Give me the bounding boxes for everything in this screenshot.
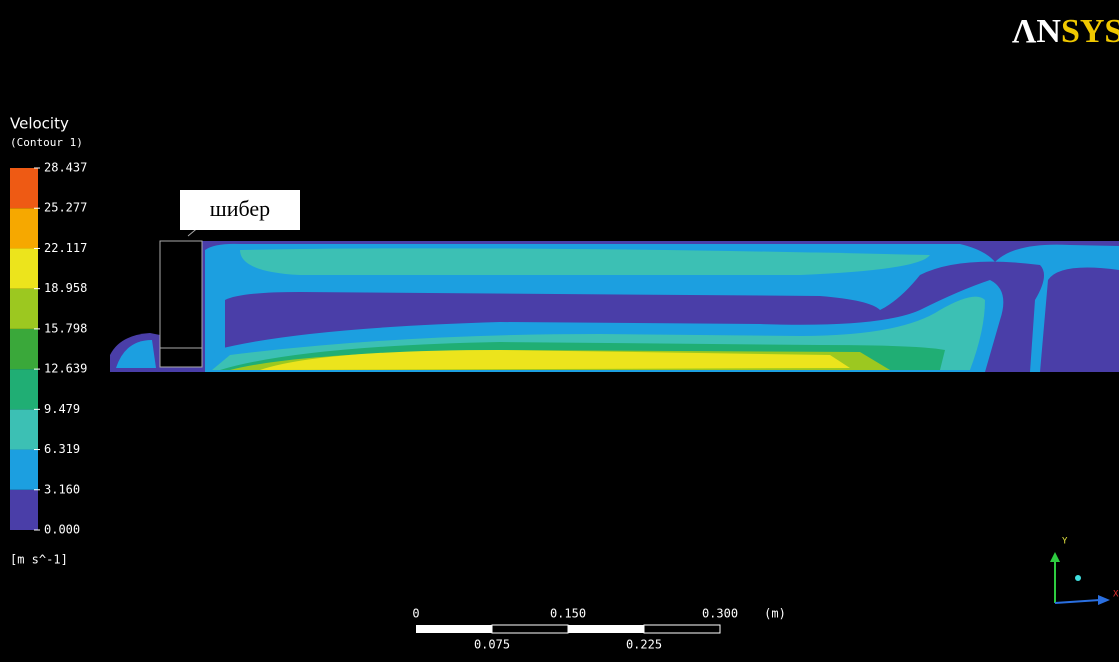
legend-subtitle: (Contour 1) — [10, 136, 83, 149]
z-axis — [1075, 575, 1081, 581]
legend-band — [10, 168, 38, 208]
logo-part: ΛN — [1012, 13, 1061, 50]
scale-label: 0 — [412, 607, 419, 621]
scale-label: 0.150 — [550, 607, 586, 621]
legend-label: 25.277 — [44, 201, 87, 215]
axis-label: X — [1113, 590, 1119, 600]
legend-band — [10, 450, 38, 490]
legend-label: 22.117 — [44, 241, 87, 255]
legend-label: 0.000 — [44, 523, 80, 537]
legend-band — [10, 369, 38, 409]
contour-field — [110, 226, 1119, 372]
scale-label: 0.075 — [474, 638, 510, 652]
annotation: шибер — [210, 196, 270, 221]
scale-unit: (m) — [764, 607, 786, 621]
legend-label: 6.319 — [44, 442, 80, 456]
legend-band — [10, 409, 38, 449]
legend-label: 18.958 — [44, 281, 87, 295]
legend-band — [10, 329, 38, 369]
cfd-view: ΛNSYS Velocity (Contour 1) 0.000 3.160 6.3… — [0, 0, 1119, 662]
scale-segment — [644, 625, 720, 633]
legend-title: Velocity — [10, 115, 69, 133]
scale-label: 0.225 — [626, 638, 662, 652]
logo-part: SYS — [1061, 13, 1119, 50]
legend-band — [10, 490, 38, 530]
axis-label: Y — [1062, 537, 1068, 547]
legend-band — [10, 208, 38, 248]
legend-band — [10, 248, 38, 288]
scale-segment — [492, 625, 568, 633]
scale-label: 0.300 — [702, 607, 738, 621]
scale-segment — [568, 625, 644, 633]
legend-label: 9.479 — [44, 402, 80, 416]
legend-band — [10, 289, 38, 329]
logo: ΛNSYS — [1012, 13, 1119, 50]
legend-label: 12.639 — [44, 362, 87, 376]
legend-unit: [m s^-1] — [10, 553, 68, 567]
scale-segment — [416, 625, 492, 633]
legend-label: 28.437 — [44, 161, 87, 175]
legend-label: 15.798 — [44, 321, 87, 335]
legend-label: 3.160 — [44, 482, 80, 496]
